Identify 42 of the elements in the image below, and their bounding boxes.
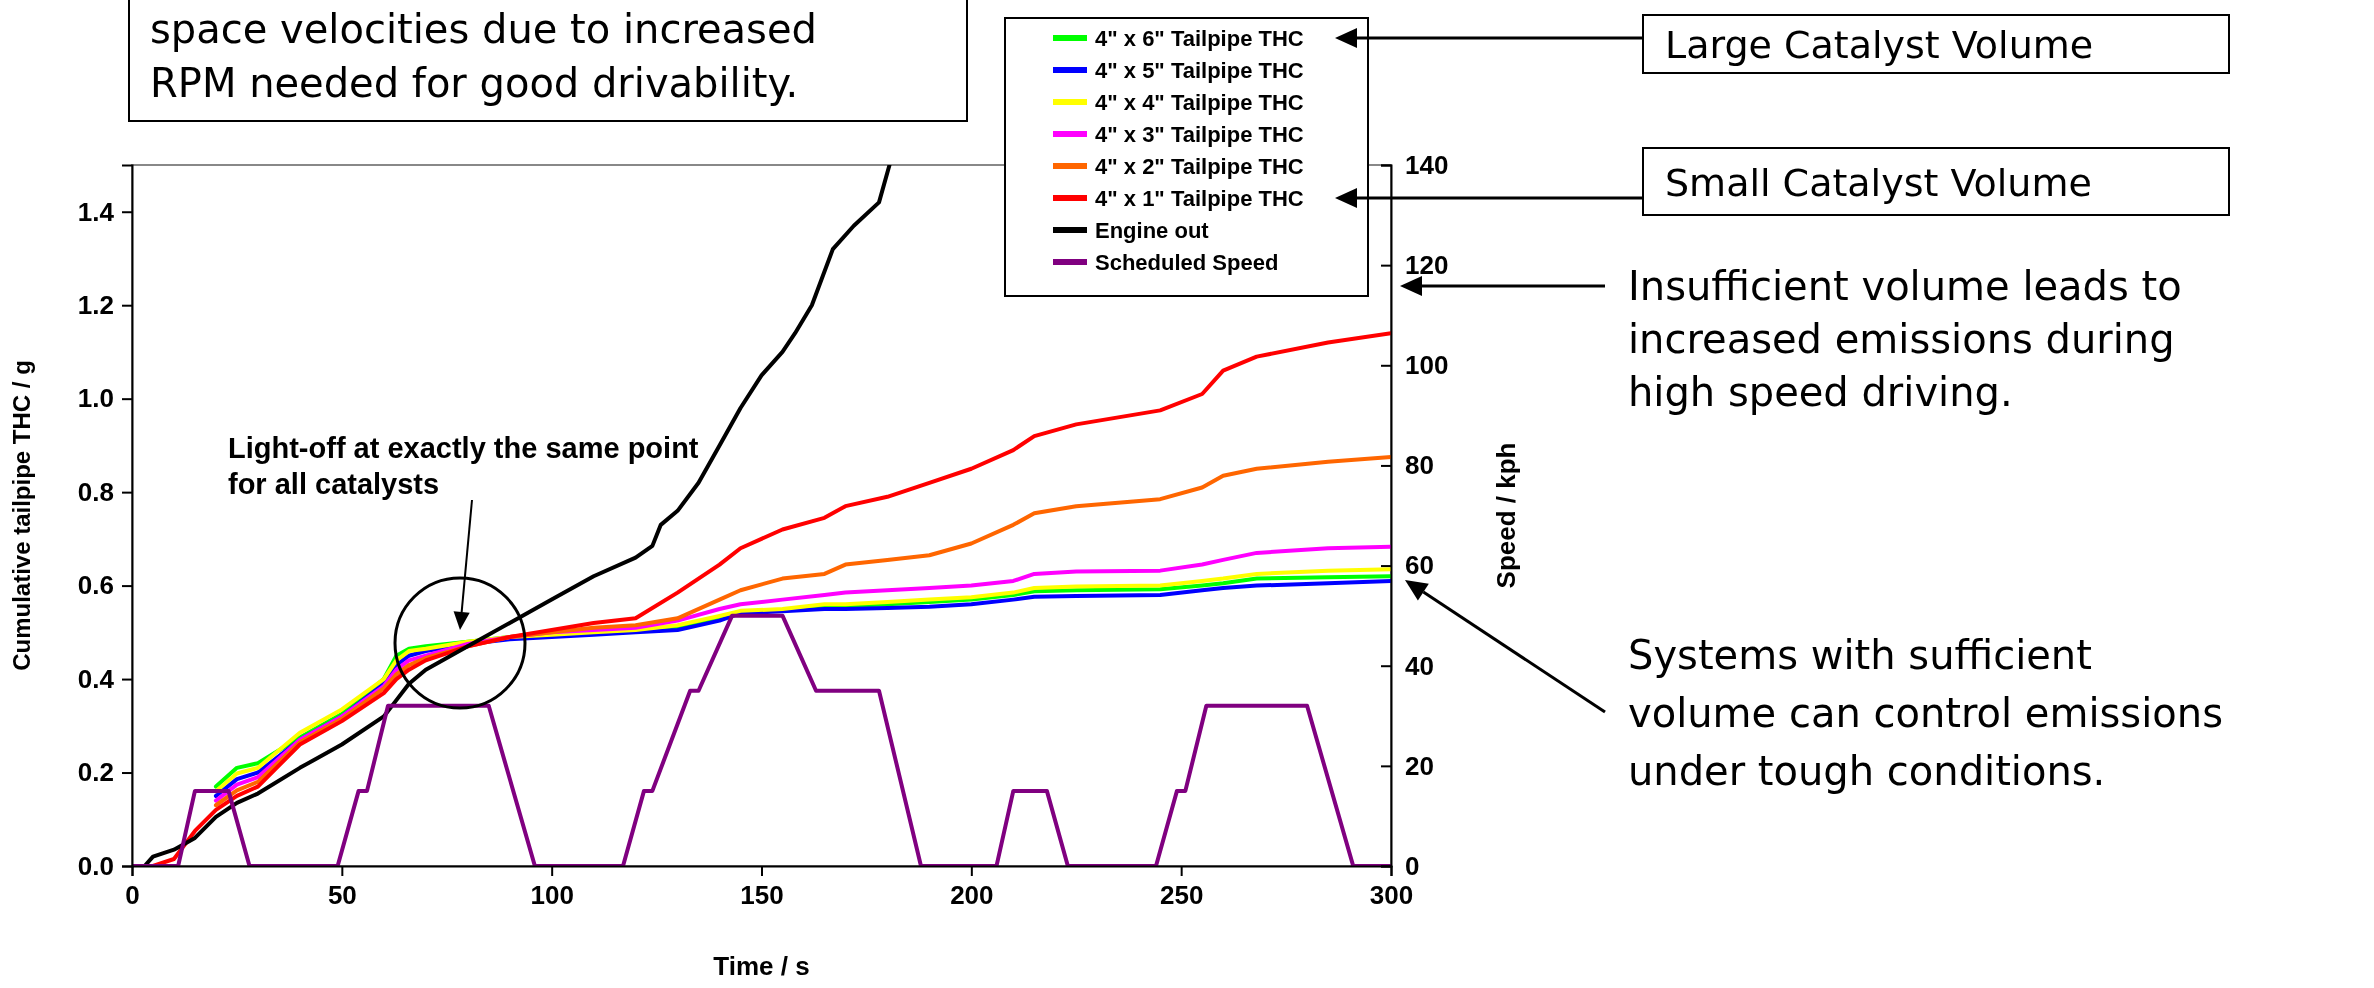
legend-label: 4" x 5" Tailpipe THC <box>1095 58 1304 83</box>
legend-label: 4" x 1" Tailpipe THC <box>1095 186 1304 211</box>
y2-tick-label: 60 <box>1405 550 1434 581</box>
x-tick-label: 100 <box>530 880 574 911</box>
y-axis-title: Cumulative tailpipe THC / g <box>8 360 35 671</box>
legend-label: 4" x 6" Tailpipe THC <box>1095 26 1304 51</box>
x-tick-label: 250 <box>1159 880 1204 911</box>
y-tick-label: 0.6 <box>77 570 114 601</box>
text: Large Catalyst Volume <box>1665 23 2094 67</box>
legend-label: 4" x 3" Tailpipe THC <box>1095 122 1304 147</box>
y2-tick-label: 0 <box>1405 850 1420 881</box>
text: Insufficient volume leads to increased emissions during high speed driving. <box>1628 263 2182 415</box>
y-tick-label: 0.4 <box>77 663 115 694</box>
x-tick-label: 300 <box>1369 880 1414 911</box>
line-series <box>142 165 892 866</box>
annotation: Light-off at exactly the same point for all catalysts <box>228 432 699 500</box>
y-tick-label: 1.0 <box>77 383 114 414</box>
x-tick-label: 50 <box>327 880 357 911</box>
y2-tick-label: 140 <box>1405 149 1449 180</box>
x-tick-label: 200 <box>950 880 994 911</box>
line-series <box>132 613 1391 866</box>
y-tick-label: 0.0 <box>77 850 114 881</box>
y2-axis-title: Speed / kph <box>1491 442 1521 589</box>
legend-label: 4" x 4" Tailpipe THC <box>1095 90 1304 115</box>
legend-label: Scheduled Speed <box>1095 250 1279 275</box>
y-tick-label: 0.2 <box>77 757 114 788</box>
text: Systems with sufficient volume can control emissions under tough conditions. <box>1628 632 2223 794</box>
text: Small Catalyst Volume <box>1665 161 2092 205</box>
y2-tick-label: 20 <box>1405 750 1434 781</box>
y2-tick-label: 100 <box>1405 350 1449 381</box>
x-tick-label: 0 <box>125 880 140 911</box>
y2-tick-label: 40 <box>1405 650 1434 681</box>
y-tick-label: 1.4 <box>77 196 115 227</box>
legend-label: Engine out <box>1095 218 1210 243</box>
x-axis-title: Time / s <box>713 951 810 981</box>
y2-tick-label: 120 <box>1405 249 1449 280</box>
x-tick-label: 150 <box>740 880 784 911</box>
text: space velocities due to increased RPM needed for good drivability. <box>150 6 817 106</box>
y-tick-label: 1.2 <box>77 290 114 321</box>
y2-tick-label: 80 <box>1405 450 1434 481</box>
y-tick-label: 0.8 <box>77 476 114 507</box>
legend-label: 4" x 2" Tailpipe THC <box>1095 154 1304 179</box>
